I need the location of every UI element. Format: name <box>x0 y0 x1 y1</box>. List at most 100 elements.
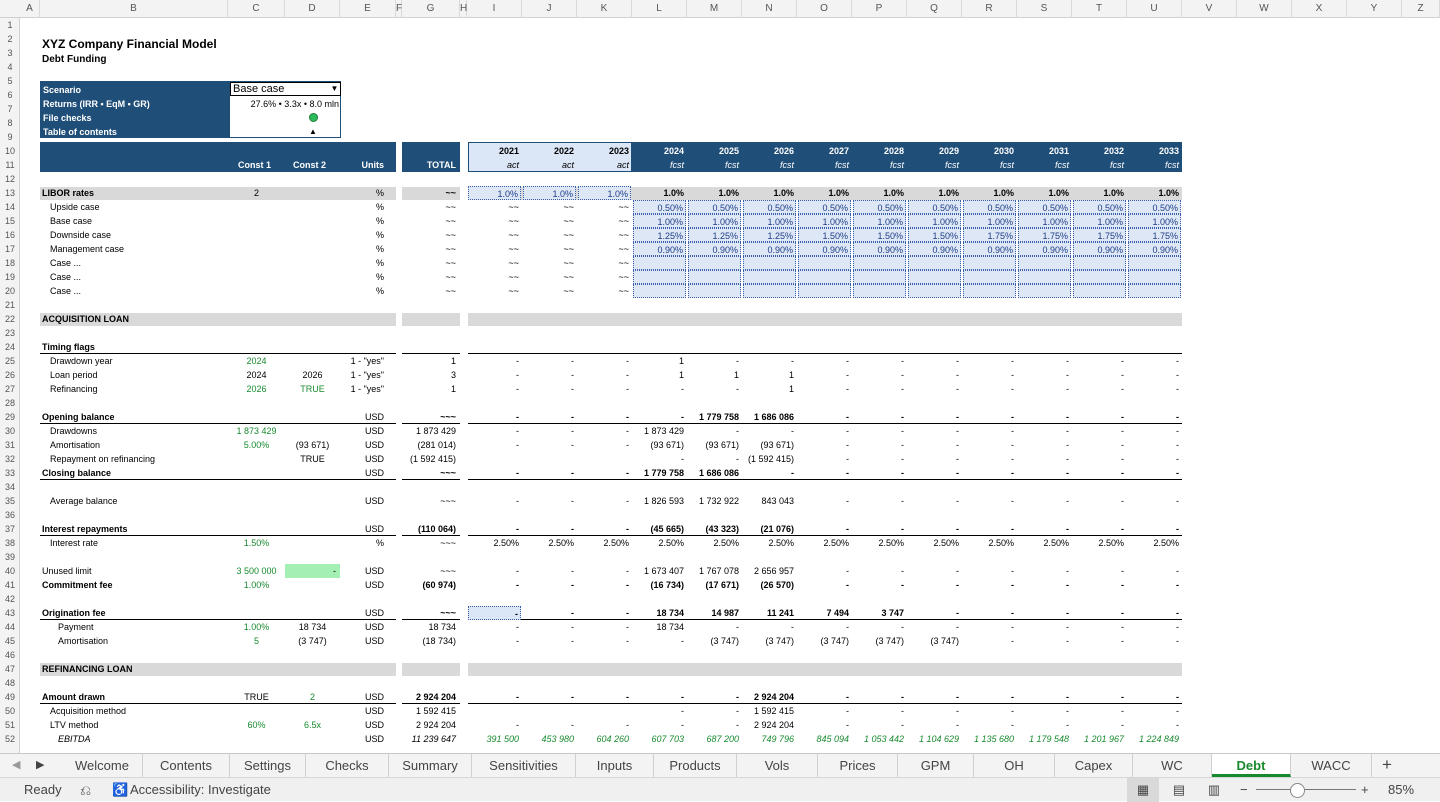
row-header[interactable]: 8 <box>7 118 13 128</box>
row-header[interactable]: 26 <box>4 370 15 380</box>
accessibility-icon[interactable]: ♿ <box>112 782 129 797</box>
sheet-tab-sensitivities[interactable]: Sensitivities <box>472 754 576 777</box>
sheet-tab-prices[interactable]: Prices <box>818 754 898 777</box>
period-value-cell[interactable] <box>853 256 906 270</box>
sheet-tab-gpm[interactable]: GPM <box>898 754 974 777</box>
period-value-cell[interactable]: 0.90% <box>963 242 1016 256</box>
column-header-o[interactable]: O <box>797 0 852 18</box>
period-value-cell[interactable] <box>1128 270 1181 284</box>
period-value-cell[interactable]: 1.75% <box>1073 228 1126 242</box>
row-header[interactable]: 6 <box>7 90 13 100</box>
period-value-cell[interactable]: 0.90% <box>688 242 741 256</box>
period-value-cell[interactable]: 0.90% <box>743 242 796 256</box>
period-value-cell[interactable]: 1.00% <box>853 214 906 228</box>
const2-cell[interactable]: 6.5x <box>303 720 321 730</box>
row-header[interactable]: 40 <box>4 566 15 576</box>
period-value-cell[interactable]: 0.50% <box>1018 200 1071 214</box>
period-value-cell[interactable] <box>853 284 906 298</box>
row-header[interactable]: 20 <box>4 286 15 296</box>
row-header[interactable]: 39 <box>4 552 15 562</box>
period-value-cell[interactable]: 0.50% <box>1073 200 1126 214</box>
row-header[interactable]: 14 <box>4 202 15 212</box>
period-value-cell[interactable]: 1.00% <box>688 214 741 228</box>
zoom-level[interactable]: 85% <box>1388 782 1415 797</box>
column-header-x[interactable]: X <box>1292 0 1347 18</box>
period-value-cell[interactable]: 0.50% <box>1128 200 1181 214</box>
row-header[interactable]: 35 <box>4 496 15 506</box>
const1-cell[interactable]: 1 873 429 <box>236 426 277 436</box>
row-header[interactable]: 30 <box>4 426 15 436</box>
period-value-cell[interactable]: 1.0% <box>523 186 576 200</box>
row-header[interactable]: 23 <box>4 328 15 338</box>
const2-cell[interactable]: TRUE <box>300 384 325 394</box>
period-value-cell[interactable]: 1.25% <box>743 228 796 242</box>
sheet-tab-summary[interactable]: Summary <box>389 754 472 777</box>
row-header[interactable]: 27 <box>4 384 15 394</box>
period-value-cell[interactable]: 0.90% <box>853 242 906 256</box>
const2-cell[interactable]: 2026 <box>302 370 323 380</box>
period-value-cell[interactable]: 1.75% <box>963 228 1016 242</box>
row-header[interactable]: 3 <box>7 48 13 58</box>
period-value-cell[interactable] <box>633 270 686 284</box>
period-value-cell[interactable]: 0.90% <box>798 242 851 256</box>
row-header[interactable]: 49 <box>4 692 15 702</box>
row-header[interactable]: 50 <box>4 706 15 716</box>
column-header-n[interactable]: N <box>742 0 797 18</box>
column-header-a[interactable]: A <box>20 0 40 18</box>
zoom-slider-track[interactable] <box>1256 789 1356 790</box>
const1-cell[interactable]: 60% <box>247 720 266 730</box>
period-value-cell[interactable]: 1.00% <box>1018 214 1071 228</box>
row-header[interactable]: 12 <box>4 174 15 184</box>
period-value-cell[interactable] <box>1073 284 1126 298</box>
chevron-down-icon[interactable]: ▼ <box>330 84 339 93</box>
period-value-cell[interactable] <box>633 256 686 270</box>
column-header-j[interactable]: J <box>522 0 577 18</box>
column-header-i[interactable]: I <box>467 0 522 18</box>
row-header[interactable]: 19 <box>4 272 15 282</box>
period-value-cell[interactable]: 0.90% <box>908 242 961 256</box>
period-value-cell[interactable] <box>1073 256 1126 270</box>
column-header-f[interactable]: F <box>396 0 402 18</box>
column-header-g[interactable]: G <box>402 0 460 18</box>
row-header[interactable]: 32 <box>4 454 15 464</box>
sheet-tab-welcome[interactable]: Welcome <box>62 754 143 777</box>
period-value-cell[interactable]: 0.50% <box>743 200 796 214</box>
period-value-cell[interactable]: 1.00% <box>633 214 686 228</box>
column-header-k[interactable]: K <box>577 0 632 18</box>
period-value-cell[interactable]: 0.50% <box>963 200 1016 214</box>
column-header-e[interactable]: E <box>340 0 396 18</box>
scenario-dropdown[interactable]: Base case ▼ <box>230 82 341 96</box>
period-value-cell[interactable]: 1.00% <box>963 214 1016 228</box>
period-value-cell[interactable] <box>1073 270 1126 284</box>
period-value-cell[interactable] <box>1018 284 1071 298</box>
row-header[interactable]: 29 <box>4 412 15 422</box>
period-value-cell[interactable]: 0.90% <box>1128 242 1181 256</box>
period-value-cell[interactable] <box>633 284 686 298</box>
period-value-cell[interactable]: 1.00% <box>1128 214 1181 228</box>
row-header[interactable]: 44 <box>4 622 15 632</box>
sheet-tab-oh[interactable]: OH <box>974 754 1055 777</box>
period-value-cell[interactable] <box>798 270 851 284</box>
column-header-p[interactable]: P <box>852 0 907 18</box>
add-sheet-icon[interactable]: + <box>1382 755 1392 774</box>
row-header[interactable]: 45 <box>4 636 15 646</box>
period-value-cell[interactable]: 1.00% <box>908 214 961 228</box>
row-header[interactable]: 11 <box>5 160 15 170</box>
row-header[interactable]: 2 <box>7 34 13 44</box>
sheet-tab-wacc[interactable]: WACC <box>1291 754 1372 777</box>
row-header[interactable]: 47 <box>4 664 15 674</box>
macro-record-icon[interactable]: ⎌ <box>80 782 92 798</box>
row-header[interactable]: 51 <box>4 720 15 730</box>
column-header-u[interactable]: U <box>1127 0 1182 18</box>
const2-cell[interactable]: 2 <box>309 692 315 702</box>
period-value-cell[interactable] <box>798 256 851 270</box>
period-value-cell[interactable] <box>1128 284 1181 298</box>
period-value-cell[interactable] <box>853 270 906 284</box>
row-header[interactable]: 25 <box>4 356 15 366</box>
row-header[interactable]: 9 <box>7 132 13 142</box>
column-header-m[interactable]: M <box>687 0 742 18</box>
period-value-cell[interactable]: 0.50% <box>633 200 686 214</box>
period-value-cell[interactable] <box>1018 270 1071 284</box>
row-header[interactable]: 21 <box>4 300 15 310</box>
period-value-cell[interactable]: 1.75% <box>1128 228 1181 242</box>
